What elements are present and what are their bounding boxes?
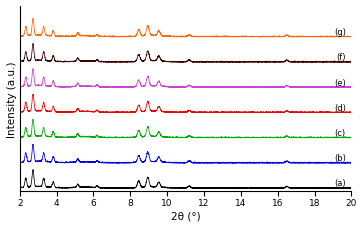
- X-axis label: 2θ (°): 2θ (°): [171, 210, 200, 220]
- Text: (f): (f): [336, 53, 346, 62]
- Text: (b): (b): [334, 154, 346, 163]
- Text: (a): (a): [334, 179, 346, 188]
- Y-axis label: Intensity (a.u.): Intensity (a.u.): [7, 61, 17, 137]
- Text: (g): (g): [334, 28, 346, 37]
- Text: (e): (e): [334, 78, 346, 87]
- Text: (c): (c): [335, 128, 346, 137]
- Text: (d): (d): [334, 103, 346, 112]
